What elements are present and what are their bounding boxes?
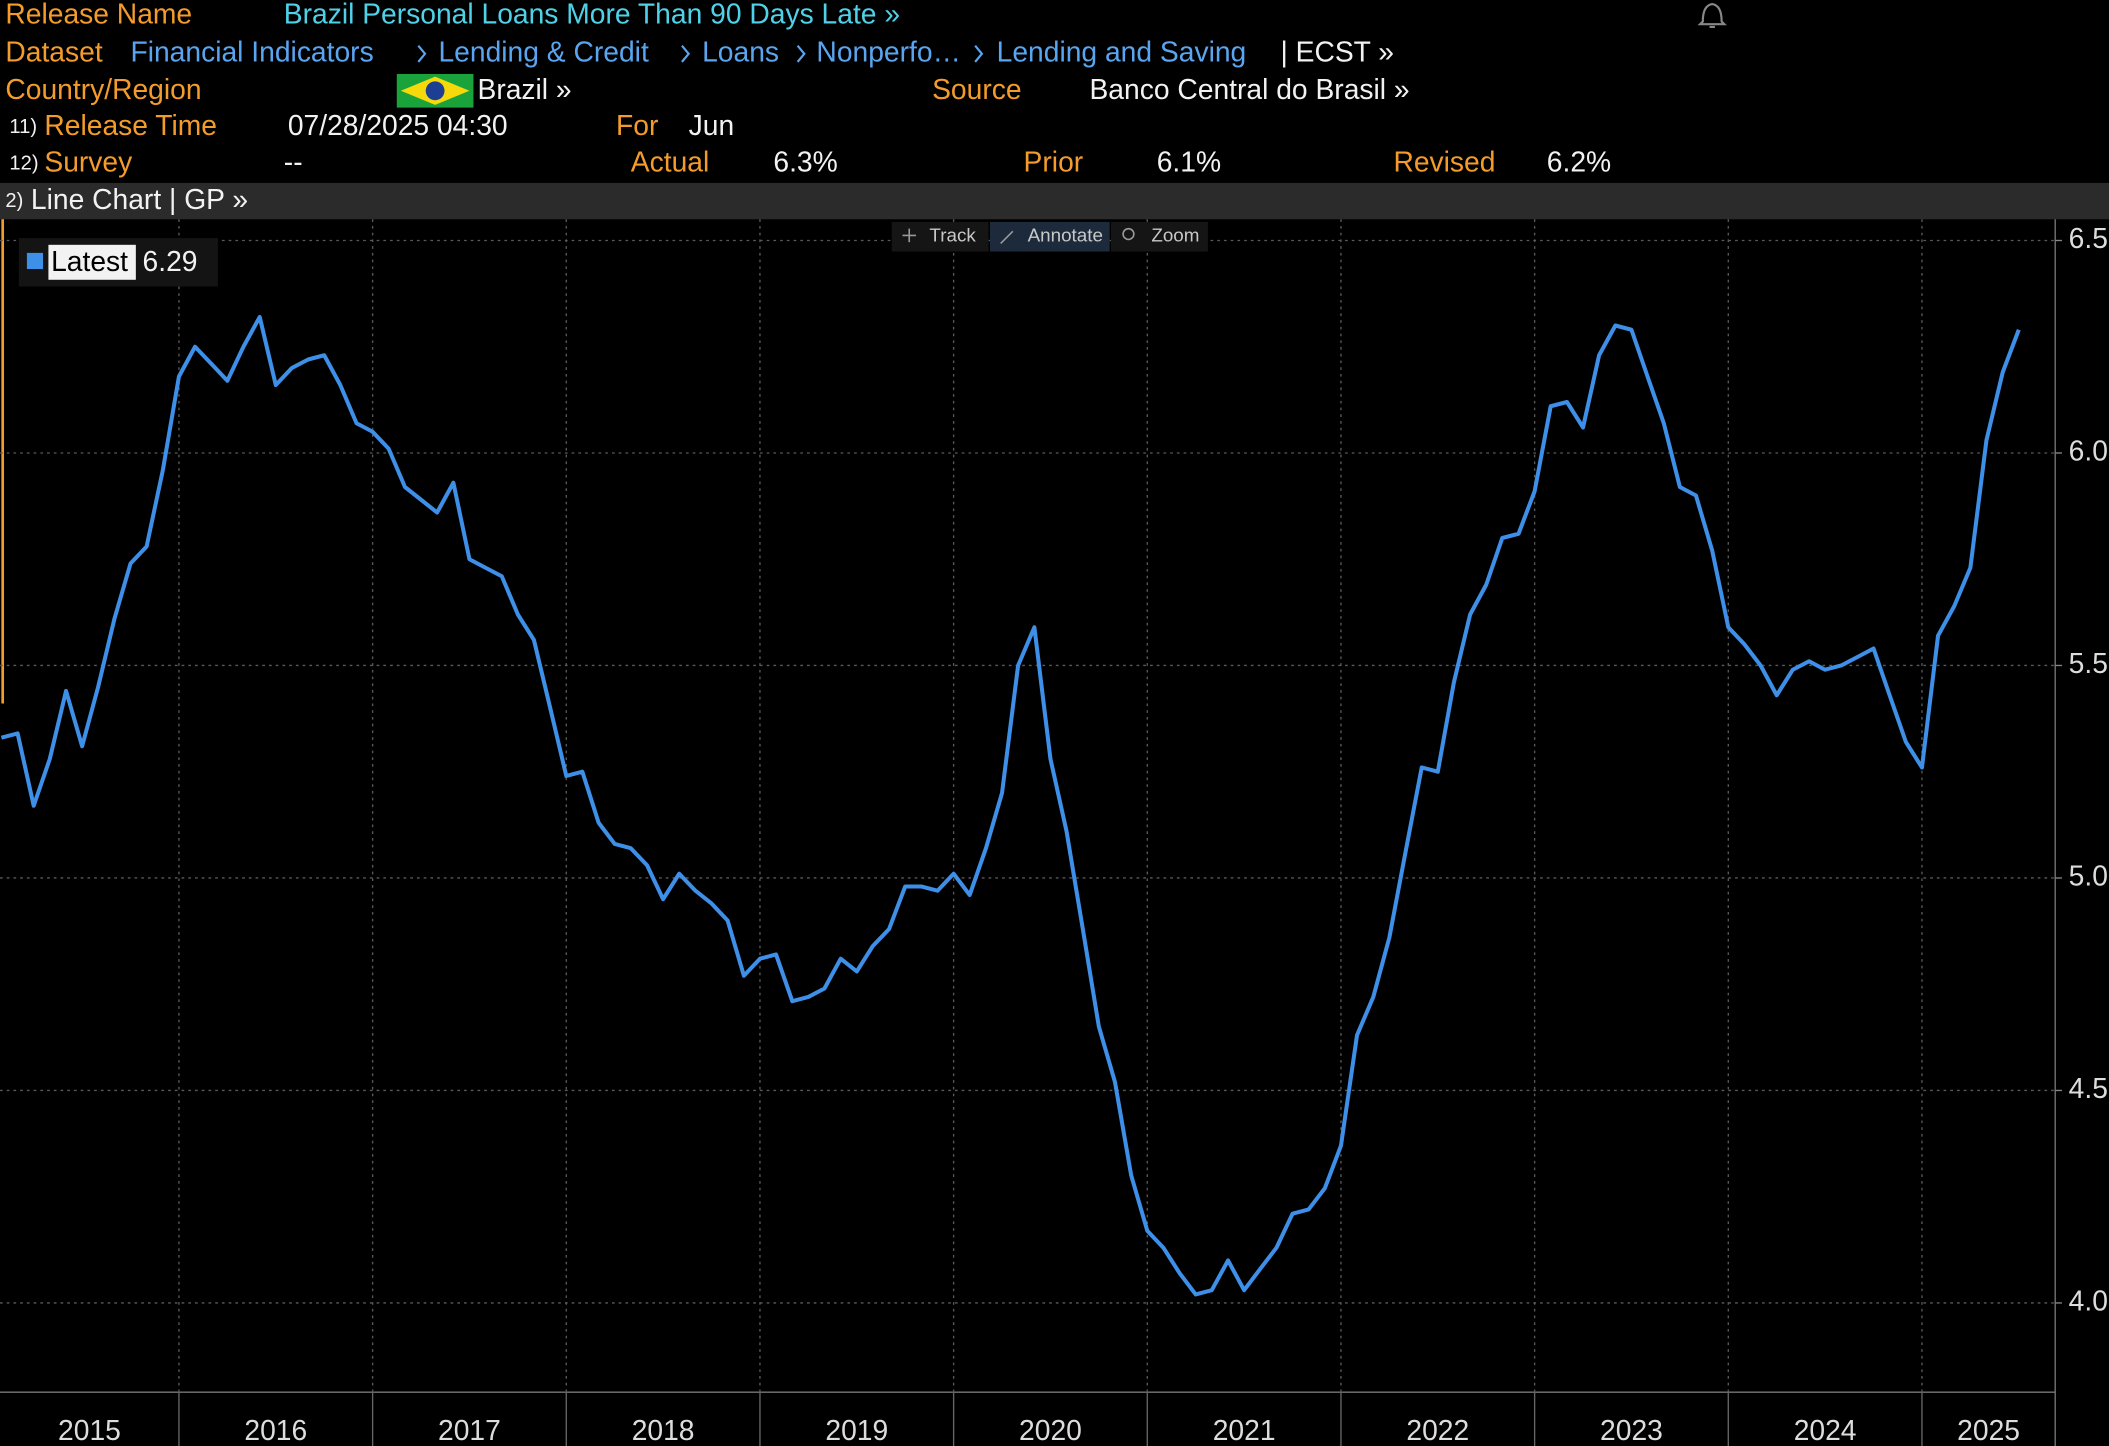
button-label[interactable]: Annotate [1028, 225, 1103, 246]
field-label: Actual [631, 146, 709, 178]
bell-icon[interactable] [1697, 2, 1727, 28]
x-tick-label: 2016 [244, 1414, 307, 1446]
release-name[interactable]: Brazil Personal Loans More Than 90 Days … [284, 0, 900, 30]
field-label: Source [932, 73, 1021, 105]
annotate-button[interactable] [989, 221, 1110, 252]
breadcrumb[interactable]: Loans [702, 35, 779, 67]
data-line [0, 314, 2021, 1297]
y-tick-label: 6.00 [2069, 434, 2109, 466]
legend-entry[interactable]: Latest [51, 245, 128, 277]
y-tick-label: 4.00 [2069, 1284, 2109, 1316]
x-tick-label: 2023 [1600, 1414, 1663, 1446]
annotate-icon [1000, 230, 1014, 245]
y-tick-label: 5.00 [2069, 859, 2109, 891]
breadcrumb-separator [417, 45, 427, 63]
field-label: Dataset [5, 35, 102, 67]
button-label[interactable]: Zoom [1151, 225, 1199, 246]
menu-number: 11) [9, 116, 37, 138]
y-tick-label: 6.50 [2069, 222, 2109, 254]
actual-value: 6.3% [773, 146, 837, 178]
x-tick-label: 2017 [438, 1414, 501, 1446]
x-tick-label: 2024 [1794, 1414, 1857, 1446]
breadcrumb[interactable]: Nonperfo… [816, 35, 960, 67]
source-value[interactable]: Banco Central do Brasil » [1089, 73, 1409, 105]
field-label: For [616, 109, 658, 141]
release-time: 07/28/2025 04:30 [288, 109, 508, 141]
zoom-icon [1122, 227, 1135, 241]
button-label[interactable]: Track [929, 225, 976, 246]
menu-number: 2) [5, 190, 23, 212]
breadcrumb-separator [681, 45, 691, 63]
track-icon [902, 228, 916, 243]
breadcrumb[interactable]: Financial Indicators [130, 35, 373, 67]
section-bar [0, 182, 2109, 220]
x-tick-label: 2019 [825, 1414, 888, 1446]
x-tick-label: 2015 [58, 1414, 121, 1446]
zoom-button[interactable] [1110, 221, 1208, 252]
x-tick-label: 2022 [1406, 1414, 1469, 1446]
y-tick-label: 4.50 [2069, 1072, 2109, 1104]
period-value: Jun [689, 109, 735, 141]
x-tick-label: 2025 [1957, 1414, 2020, 1446]
field-label: Revised [1393, 146, 1495, 178]
field-label: Prior [1024, 146, 1084, 178]
flag-icon [396, 73, 474, 108]
grid: 4.00 4.50 5.00 5.50 6.00 6.50 2015 2016 2017 2018… [0, 219, 2109, 1446]
legend-value: 6.29 [143, 245, 198, 277]
breadcrumb-separator [974, 45, 984, 63]
revised-value: 6.2% [1547, 146, 1611, 178]
country-value[interactable]: Brazil » [477, 73, 571, 105]
breadcrumb[interactable]: Lending & Credit [438, 35, 648, 67]
survey-value: -- [284, 146, 303, 178]
breadcrumb-separator [796, 45, 806, 63]
menu-number: 12) [9, 152, 38, 174]
prior-value: 6.1% [1157, 146, 1221, 178]
track-button[interactable] [891, 221, 989, 252]
breadcrumb[interactable]: Lending and Saving [997, 35, 1247, 67]
field-label[interactable]: Release Time [44, 109, 217, 141]
field-label: Release Name [5, 0, 192, 30]
x-tick-label: 2020 [1019, 1414, 1082, 1446]
x-tick-label: 2021 [1213, 1414, 1276, 1446]
x-tick-label: 2018 [632, 1414, 695, 1446]
plot [0, 314, 2021, 1297]
field-label[interactable]: Survey [44, 146, 133, 178]
field-label: Country/Region [5, 73, 201, 105]
legend-swatch [26, 252, 44, 270]
section-title[interactable]: Line Chart | GP » [31, 183, 248, 215]
dataset-ticker[interactable]: | ECST » [1280, 35, 1394, 67]
y-tick-label: 5.50 [2069, 647, 2109, 679]
legend-highlight [48, 244, 136, 280]
